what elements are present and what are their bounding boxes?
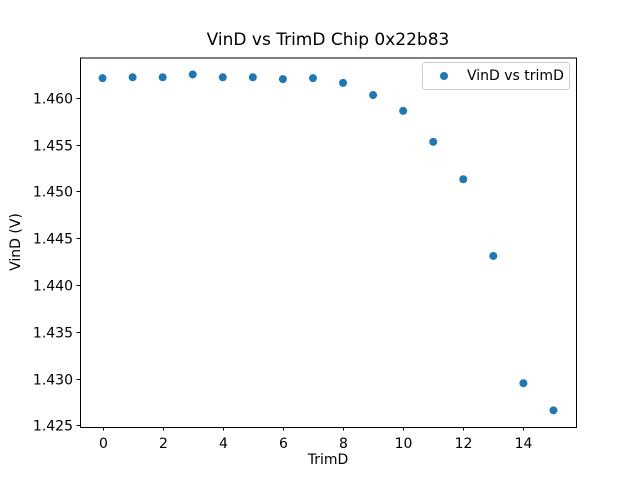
scatter-point (278, 75, 287, 84)
scatter-point (98, 74, 107, 83)
y-tick-label: 1.425 (33, 419, 73, 435)
scatter-point (308, 74, 317, 83)
scatter-point (429, 137, 438, 146)
x-tick-label: 2 (159, 436, 168, 452)
scatter-point (248, 73, 257, 82)
x-tick-label: 8 (339, 436, 348, 452)
x-tick-label: 14 (515, 436, 533, 452)
y-tick-label: 1.445 (33, 232, 73, 248)
scatter-point (549, 406, 558, 415)
scatter-point (489, 251, 498, 260)
x-tick-label: 0 (99, 436, 108, 452)
scatter-point (519, 379, 528, 388)
scatter-point (369, 91, 378, 100)
scatter-point (459, 175, 468, 184)
axes-spines (80, 57, 577, 429)
scatter-point (128, 73, 137, 82)
scatter-point (188, 70, 197, 79)
scatter-point (339, 78, 348, 87)
scatter-point (399, 106, 408, 115)
x-tick-label: 12 (455, 436, 473, 452)
x-tick-label: 10 (395, 436, 413, 452)
y-tick-label: 1.450 (33, 185, 73, 201)
legend: VinD vs trimD (422, 62, 570, 90)
y-tick-label: 1.430 (33, 373, 73, 389)
y-tick-label: 1.435 (33, 326, 73, 342)
y-tick-label: 1.460 (33, 92, 73, 108)
y-tick-label: 1.455 (33, 139, 73, 155)
x-axis-label: TrimD (307, 452, 349, 468)
y-axis-label: VinD (V) (8, 213, 24, 271)
legend-label: VinD vs trimD (467, 68, 564, 84)
legend-marker-icon (440, 72, 448, 80)
x-tick-label: 4 (219, 436, 228, 452)
x-tick-label: 6 (279, 436, 288, 452)
y-tick-label: 1.440 (33, 279, 73, 295)
scatter-point (218, 73, 227, 82)
chart-title: VinD vs TrimD Chip 0x22b83 (206, 30, 450, 50)
scatter-point (158, 73, 167, 82)
